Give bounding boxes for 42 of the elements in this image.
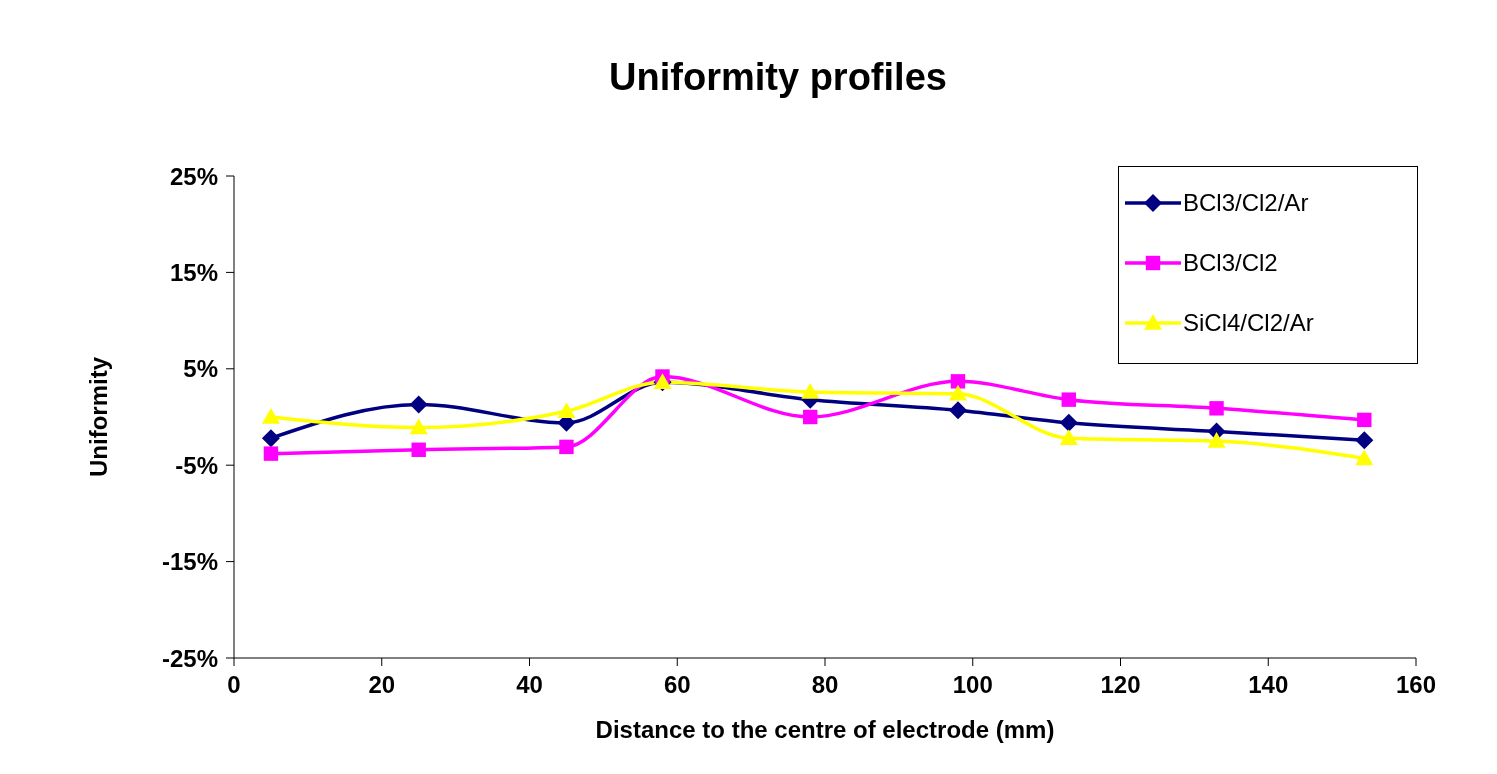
point: [261, 408, 280, 424]
point: [559, 439, 574, 455]
y-tick-label: 15%: [169, 258, 218, 286]
point: [948, 384, 967, 401]
point: [1061, 392, 1076, 407]
y-tick-label: 5%: [183, 355, 218, 383]
point: [1355, 431, 1374, 450]
y-axis-title: Uniformity: [84, 356, 112, 477]
chart-title: Uniformity profiles: [608, 56, 948, 99]
y-tick-label: -5%: [175, 451, 218, 479]
point: [1059, 413, 1078, 432]
x-tick-label: 120: [1100, 671, 1141, 699]
point: [801, 382, 820, 399]
x-tick-label: 140: [1248, 671, 1289, 699]
x-tick-label: 60: [663, 671, 691, 699]
point: [950, 374, 966, 389]
x-tick-label: 20: [368, 671, 396, 699]
point: [1357, 412, 1372, 428]
point: [263, 446, 279, 461]
point: [261, 429, 280, 448]
x-axis-title: Distance to the centre of electrode (mm): [595, 716, 1055, 743]
legend-label: BCl3/Cl2: [1183, 249, 1278, 277]
legend-label: BCl3/Cl2/Ar: [1183, 189, 1309, 217]
point: [803, 409, 818, 425]
point: [557, 402, 576, 418]
legend-label: SiCl4/Cl2/Ar: [1183, 309, 1314, 337]
point: [1207, 432, 1226, 448]
x-tick-label: 160: [1395, 671, 1437, 699]
point: [1209, 401, 1224, 416]
x-tick-label: 40: [516, 671, 543, 699]
y-tick-label: 25%: [169, 162, 218, 190]
point: [1059, 429, 1078, 445]
point: [409, 418, 428, 435]
x-tick-label: 100: [952, 671, 993, 699]
y-tick-label: -25%: [161, 644, 218, 672]
x-tick-label: 80: [811, 671, 839, 699]
y-tick-label: -15%: [161, 548, 218, 576]
x-tick-label: 0: [227, 671, 241, 699]
point: [411, 442, 426, 457]
point: [948, 401, 967, 420]
point: [409, 395, 428, 414]
point: [1355, 449, 1374, 466]
